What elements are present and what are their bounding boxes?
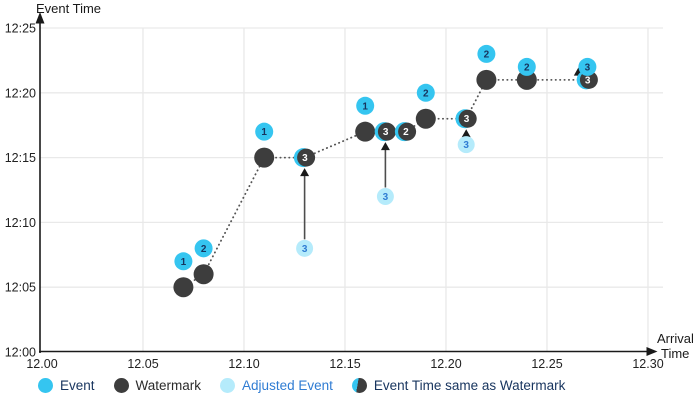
legend-item-event: Event [38, 378, 95, 393]
svg-text:12:00: 12:00 [5, 346, 36, 360]
svg-text:12:25: 12:25 [5, 22, 36, 36]
legend-item-adjusted-event: Adjusted Event [220, 378, 333, 393]
svg-text:12.00: 12.00 [26, 357, 57, 371]
svg-text:12:05: 12:05 [5, 281, 36, 295]
svg-text:2: 2 [484, 49, 490, 60]
same-as-watermark-legend-marker [351, 378, 367, 393]
svg-text:2: 2 [403, 127, 409, 138]
chart-series: 3 3 2 3 3 3 3 3 1 2 1 1 2 2 2 3 [173, 44, 598, 298]
svg-text:12.25: 12.25 [531, 357, 562, 371]
svg-text:3: 3 [302, 153, 308, 164]
svg-text:12.20: 12.20 [430, 357, 461, 371]
legend-label-same-as-watermark: Event Time same as Watermark [373, 378, 566, 393]
svg-text:2: 2 [201, 244, 207, 255]
gridlines [40, 27, 663, 352]
svg-text:3: 3 [585, 75, 591, 86]
svg-text:3: 3 [585, 62, 591, 73]
svg-text:12:20: 12:20 [5, 86, 36, 100]
legend: Event Watermark Adjusted Event Event Tim… [38, 378, 565, 393]
svg-text:1: 1 [261, 127, 267, 138]
svg-text:3: 3 [464, 114, 470, 125]
legend-item-same-as-watermark: Event Time same as Watermark [351, 378, 566, 393]
svg-text:1: 1 [181, 257, 187, 268]
svg-text:12:15: 12:15 [5, 151, 36, 165]
svg-text:3: 3 [383, 192, 389, 203]
svg-text:3: 3 [302, 244, 308, 255]
x-axis-title-line2: Time [661, 346, 689, 361]
adjusted-event-legend-marker [220, 378, 236, 393]
y-axis-title: Event Time [36, 1, 101, 16]
svg-text:1: 1 [362, 101, 368, 112]
svg-text:3: 3 [383, 127, 389, 138]
legend-label-event: Event [60, 378, 95, 393]
svg-text:2: 2 [524, 62, 530, 73]
x-axis-title-line1: Arrival [657, 331, 694, 346]
svg-text:3: 3 [463, 140, 469, 151]
svg-text:12:10: 12:10 [5, 216, 36, 230]
event-legend-marker [38, 378, 53, 393]
legend-label-adjusted-event: Adjusted Event [242, 378, 333, 393]
svg-text:12.10: 12.10 [228, 357, 259, 371]
legend-item-watermark: Watermark [113, 378, 202, 393]
svg-text:12.30: 12.30 [632, 357, 663, 371]
svg-text:12.15: 12.15 [329, 357, 360, 371]
svg-text:12.05: 12.05 [127, 357, 158, 371]
legend-label-watermark: Watermark [135, 378, 202, 393]
watermark-legend-marker [113, 378, 129, 393]
svg-text:2: 2 [423, 88, 429, 99]
